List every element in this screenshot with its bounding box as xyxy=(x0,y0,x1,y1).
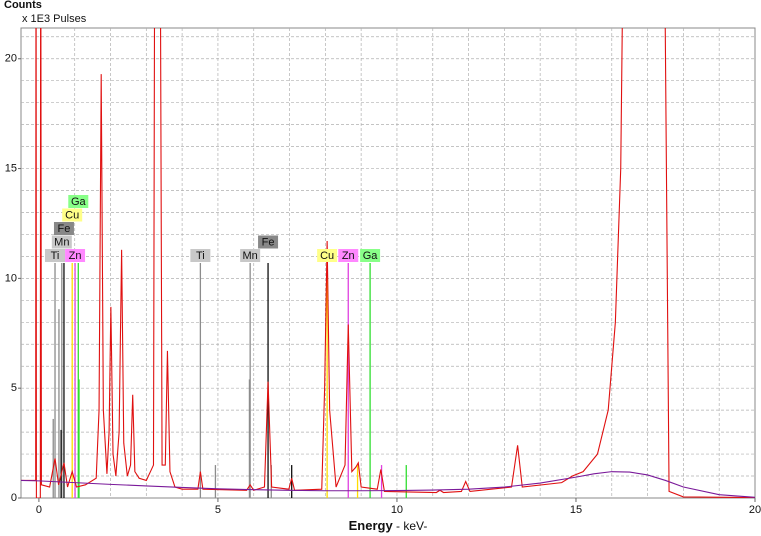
element-markers xyxy=(52,263,407,498)
x-axis-label-main: Energy xyxy=(349,518,394,533)
x-tick-label: 0 xyxy=(36,504,42,516)
x-tick-label: 5 xyxy=(215,504,221,516)
x-axis-label: Energy - keV- xyxy=(349,518,428,533)
element-label: Cu xyxy=(320,250,334,262)
element-label: Fe xyxy=(58,223,71,235)
plot-area xyxy=(20,27,756,499)
x-axis-label-unit: - keV- xyxy=(393,519,428,533)
spectrum xyxy=(21,28,755,498)
y-tick-label: 10 xyxy=(5,272,17,284)
x-tick-label: 15 xyxy=(570,504,582,516)
x-tick-label: 20 xyxy=(749,504,761,516)
y-tick-label: 5 xyxy=(11,382,17,394)
element-label: Ti xyxy=(51,250,60,262)
element-label-box xyxy=(53,222,74,235)
element-label: Cu xyxy=(65,209,79,221)
element-label: Zn xyxy=(342,250,355,262)
element-label: Ti xyxy=(196,250,205,262)
element-label: Ga xyxy=(363,250,379,262)
y-tick-label: 15 xyxy=(5,162,17,174)
y-tick-label: 0 xyxy=(11,492,17,504)
ticks: 0 5 10 15 20 0 5 10 15 20 xyxy=(5,53,761,516)
element-label-box xyxy=(190,249,211,262)
element-label-box xyxy=(338,249,359,262)
element-label: Mn xyxy=(54,236,69,248)
element-label-box xyxy=(240,249,261,262)
element-label: Fe xyxy=(262,236,275,248)
y-tick-label: 20 xyxy=(5,53,17,65)
element-label-box xyxy=(45,249,66,262)
element-label-box xyxy=(317,249,338,262)
element-label: Mn xyxy=(243,250,258,262)
element-label: Ga xyxy=(71,196,87,208)
element-label-box xyxy=(258,235,279,249)
x-tick-label: 10 xyxy=(391,504,403,516)
element-label-box xyxy=(62,208,83,222)
spectrum-line xyxy=(21,471,755,498)
element-label-box xyxy=(65,249,86,262)
chart-subtitle: x 1E3 Pulses xyxy=(22,13,87,25)
grid xyxy=(21,28,755,498)
element-label-box xyxy=(360,249,381,262)
spectrum-line xyxy=(21,28,755,498)
element-label-box xyxy=(51,235,72,249)
element-label-box xyxy=(68,195,89,208)
chart-title: Counts xyxy=(4,0,42,11)
element-label: Zn xyxy=(69,250,82,262)
